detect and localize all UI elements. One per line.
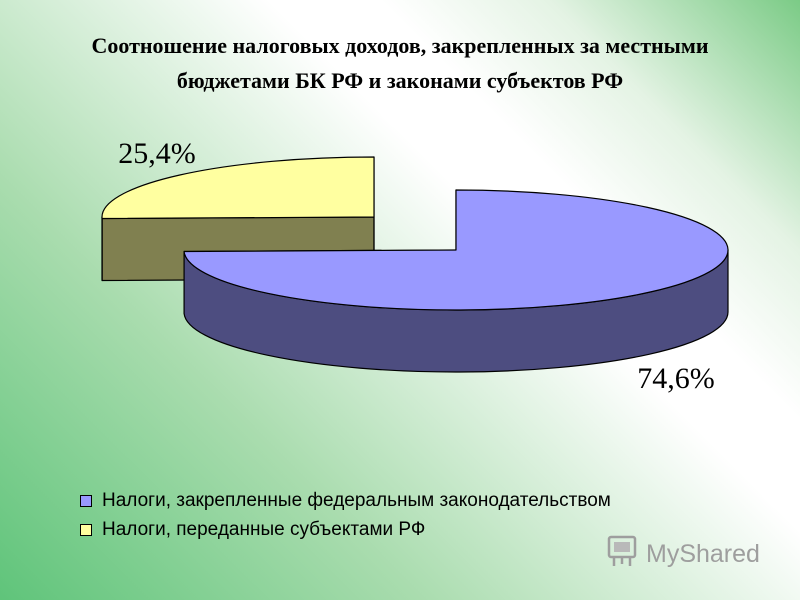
chart-title-line-2: бюджетами БК РФ и законами субъектов РФ (176, 68, 624, 93)
watermark-logo-icon (606, 534, 642, 575)
legend-label-subjects: Налоги, переданные субъектами РФ (102, 518, 426, 540)
chart-title-line-1: Соотношение налоговых доходов, закреплен… (91, 33, 709, 58)
legend-item-subjects: Налоги, переданные субъектами РФ (80, 515, 611, 544)
pie-slice-federal (183, 189, 729, 373)
data-label-subjects: 25,4% (118, 137, 196, 170)
legend-label-federal: Налоги, закрепленные федеральным законод… (102, 489, 611, 511)
legend-swatch-federal (80, 494, 92, 507)
watermark: MyShared (606, 534, 760, 575)
chart-title: Соотношение налоговых доходов, закреплен… (0, 28, 800, 98)
data-label-federal: 74,6% (637, 362, 715, 395)
legend-swatch-subjects (80, 523, 92, 536)
legend-item-federal: Налоги, закрепленные федеральным законод… (80, 486, 611, 515)
watermark-text: MyShared (646, 539, 760, 568)
pie-slice-subjects (101, 156, 375, 282)
chart-legend: Налоги, закрепленные федеральным законод… (80, 486, 611, 544)
